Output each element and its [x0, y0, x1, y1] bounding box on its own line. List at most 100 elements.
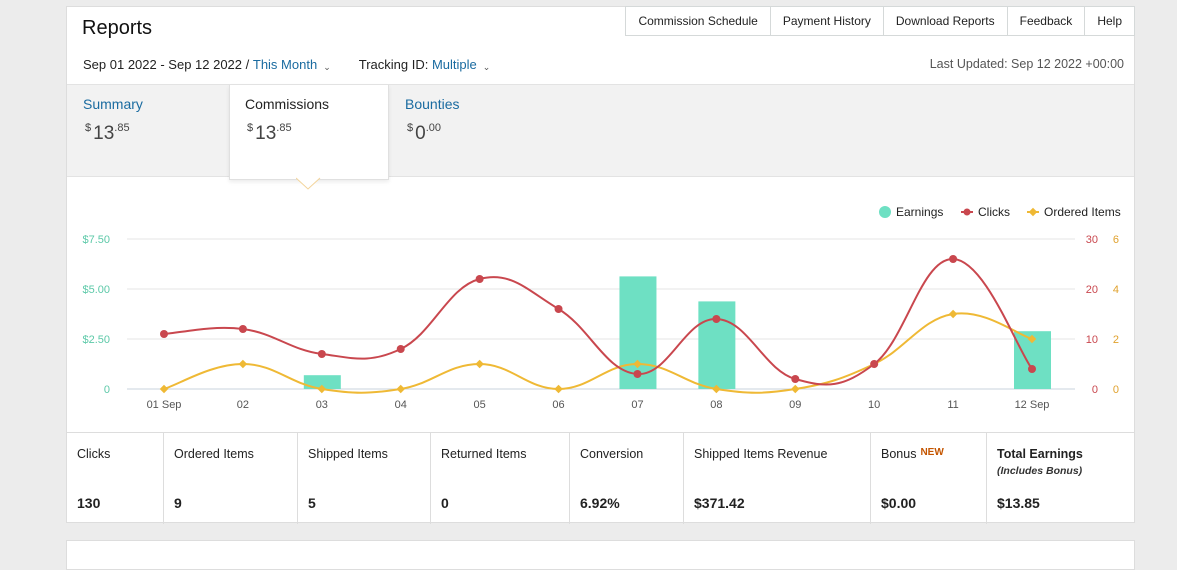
last-updated: Last Updated: Sep 12 2022 +00:00	[929, 57, 1124, 71]
stat-clicks: Clicks 130	[67, 433, 164, 524]
ordered-items-point	[238, 359, 248, 369]
secondary-panel	[66, 540, 1135, 570]
stat-shipped-items: Shipped Items 5	[298, 433, 431, 524]
stats-row: Clicks 130 Ordered Items 9 Shipped Items…	[67, 432, 1134, 524]
stat-label: Clicks	[77, 447, 111, 461]
download-reports-link[interactable]: Download Reports	[883, 6, 1008, 36]
right-axis-items-tick: 4	[1113, 284, 1119, 296]
tracking-id-dropdown[interactable]: Tracking ID: Multiple ⌄	[359, 57, 491, 72]
top-links: Commission Schedule Payment History Down…	[625, 6, 1135, 36]
page-title: Reports	[82, 17, 153, 39]
ordered-items-point	[159, 384, 169, 394]
ordered-items-line	[163, 312, 1033, 394]
stat-total-earnings: Total Earnings (Includes Bonus) $13.85	[987, 433, 1134, 524]
clicks-point	[712, 315, 721, 323]
x-axis-tick: 04	[395, 399, 407, 411]
stat-value: 0	[441, 495, 449, 511]
clicks-point	[949, 255, 958, 263]
clicks-point	[317, 350, 326, 358]
stat-value: $13.85	[997, 495, 1040, 511]
stat-label: Returned Items	[441, 447, 527, 461]
right-axis-clicks-tick: 20	[1086, 284, 1098, 296]
tab-commissions-label: Commissions	[245, 96, 330, 112]
x-axis-tick: 05	[474, 399, 486, 411]
clicks-point	[554, 305, 563, 313]
earnings-bar	[698, 301, 736, 389]
stat-label: Bonus NEW	[881, 447, 944, 461]
stat-sublabel: (Includes Bonus)	[997, 465, 1083, 477]
right-axis-clicks-tick: 30	[1086, 234, 1098, 246]
right-axis-clicks-tick: 10	[1086, 334, 1098, 346]
stat-bonus: Bonus NEW $0.00	[871, 433, 987, 524]
tab-summary[interactable]: Summary $13.85	[83, 85, 233, 176]
x-axis-tick: 09	[789, 399, 801, 411]
right-axis-items-tick: 0	[1113, 384, 1119, 396]
feedback-link[interactable]: Feedback	[1007, 6, 1086, 36]
x-axis-tick: 08	[710, 399, 722, 411]
left-axis-tick: 0	[104, 384, 110, 396]
stat-label: Shipped Items	[308, 447, 388, 461]
clicks-point	[1028, 365, 1036, 373]
x-axis-tick: 06	[552, 399, 564, 411]
clicks-point	[396, 345, 405, 353]
period-dropdown[interactable]: This Month ⌄	[253, 57, 331, 72]
left-axis-tick: $2.50	[82, 334, 110, 346]
commission-schedule-link[interactable]: Commission Schedule	[625, 6, 771, 36]
right-axis-clicks-tick: 0	[1092, 384, 1098, 396]
ordered-items-point	[633, 359, 642, 369]
legend-earnings-swatch	[879, 206, 891, 218]
right-axis-items-tick: 2	[1113, 334, 1119, 346]
stat-conversion: Conversion 6.92%	[570, 433, 684, 524]
clicks-point	[238, 325, 247, 333]
date-separator: /	[242, 57, 253, 72]
tab-summary-amount: $13.85	[85, 122, 130, 144]
tab-bounties-label: Bounties	[405, 96, 460, 112]
legend-clicks-label: Clicks	[978, 205, 1010, 219]
stat-label: Shipped Items Revenue	[694, 447, 828, 461]
ordered-items-point	[791, 384, 800, 394]
tracking-value: Multiple	[431, 57, 477, 72]
chevron-down-icon: ⌄	[323, 62, 331, 72]
clicks-point	[791, 375, 800, 383]
tab-summary-label: Summary	[83, 96, 143, 112]
chart-legend: Earnings Clicks Ordered Items	[879, 205, 1121, 219]
tracking-label: Tracking ID:	[358, 57, 429, 72]
legend-items-swatch	[1028, 207, 1038, 217]
help-link[interactable]: Help	[1085, 6, 1135, 36]
stat-shipped-revenue: Shipped Items Revenue $371.42	[684, 433, 871, 524]
date-filter-bar: Sep 01 2022 - Sep 12 2022 / This Month ⌄ …	[83, 57, 490, 72]
stat-value: 6.92%	[580, 495, 620, 511]
summary-tabs: Summary $13.85 Commissions $13.85 Bounti…	[67, 84, 1134, 180]
ordered-items-point	[554, 384, 563, 394]
x-axis-tick: 02	[237, 399, 249, 411]
tab-bounties[interactable]: Bounties $0.00	[405, 85, 555, 176]
clicks-point	[870, 360, 879, 368]
earnings-bar	[303, 375, 341, 389]
stat-returned-items: Returned Items 0	[431, 433, 570, 524]
chevron-down-icon: ⌄	[482, 62, 491, 72]
stat-label: Conversion	[580, 447, 644, 461]
tab-commissions[interactable]: Commissions $13.85	[229, 85, 389, 180]
payment-history-link[interactable]: Payment History	[770, 6, 884, 36]
legend-earnings-label: Earnings	[896, 205, 943, 219]
ordered-items-point	[396, 384, 405, 394]
new-badge: NEW	[920, 447, 944, 458]
x-axis-tick: 10	[868, 399, 880, 411]
ordered-items-point	[475, 359, 484, 369]
date-range: Sep 01 2022 - Sep 12 2022	[83, 57, 243, 72]
right-axis-items-tick: 6	[1113, 234, 1119, 246]
tab-bounties-amount: $0.00	[407, 122, 441, 144]
stat-value: $371.42	[694, 495, 745, 511]
left-axis-tick: $5.00	[82, 284, 110, 296]
ordered-items-point	[948, 309, 958, 319]
clicks-point	[633, 370, 642, 378]
stat-label: Ordered Items	[174, 447, 254, 461]
ordered-items-point	[1027, 334, 1037, 344]
stat-value: 130	[77, 495, 101, 511]
x-axis-tick: 01 Sep	[147, 399, 182, 411]
clicks-line	[163, 257, 1033, 386]
reports-panel: Reports Commission Schedule Payment Hist…	[66, 6, 1135, 524]
stat-ordered-items: Ordered Items 9	[164, 433, 298, 524]
legend-items-label: Ordered Items	[1044, 205, 1121, 219]
